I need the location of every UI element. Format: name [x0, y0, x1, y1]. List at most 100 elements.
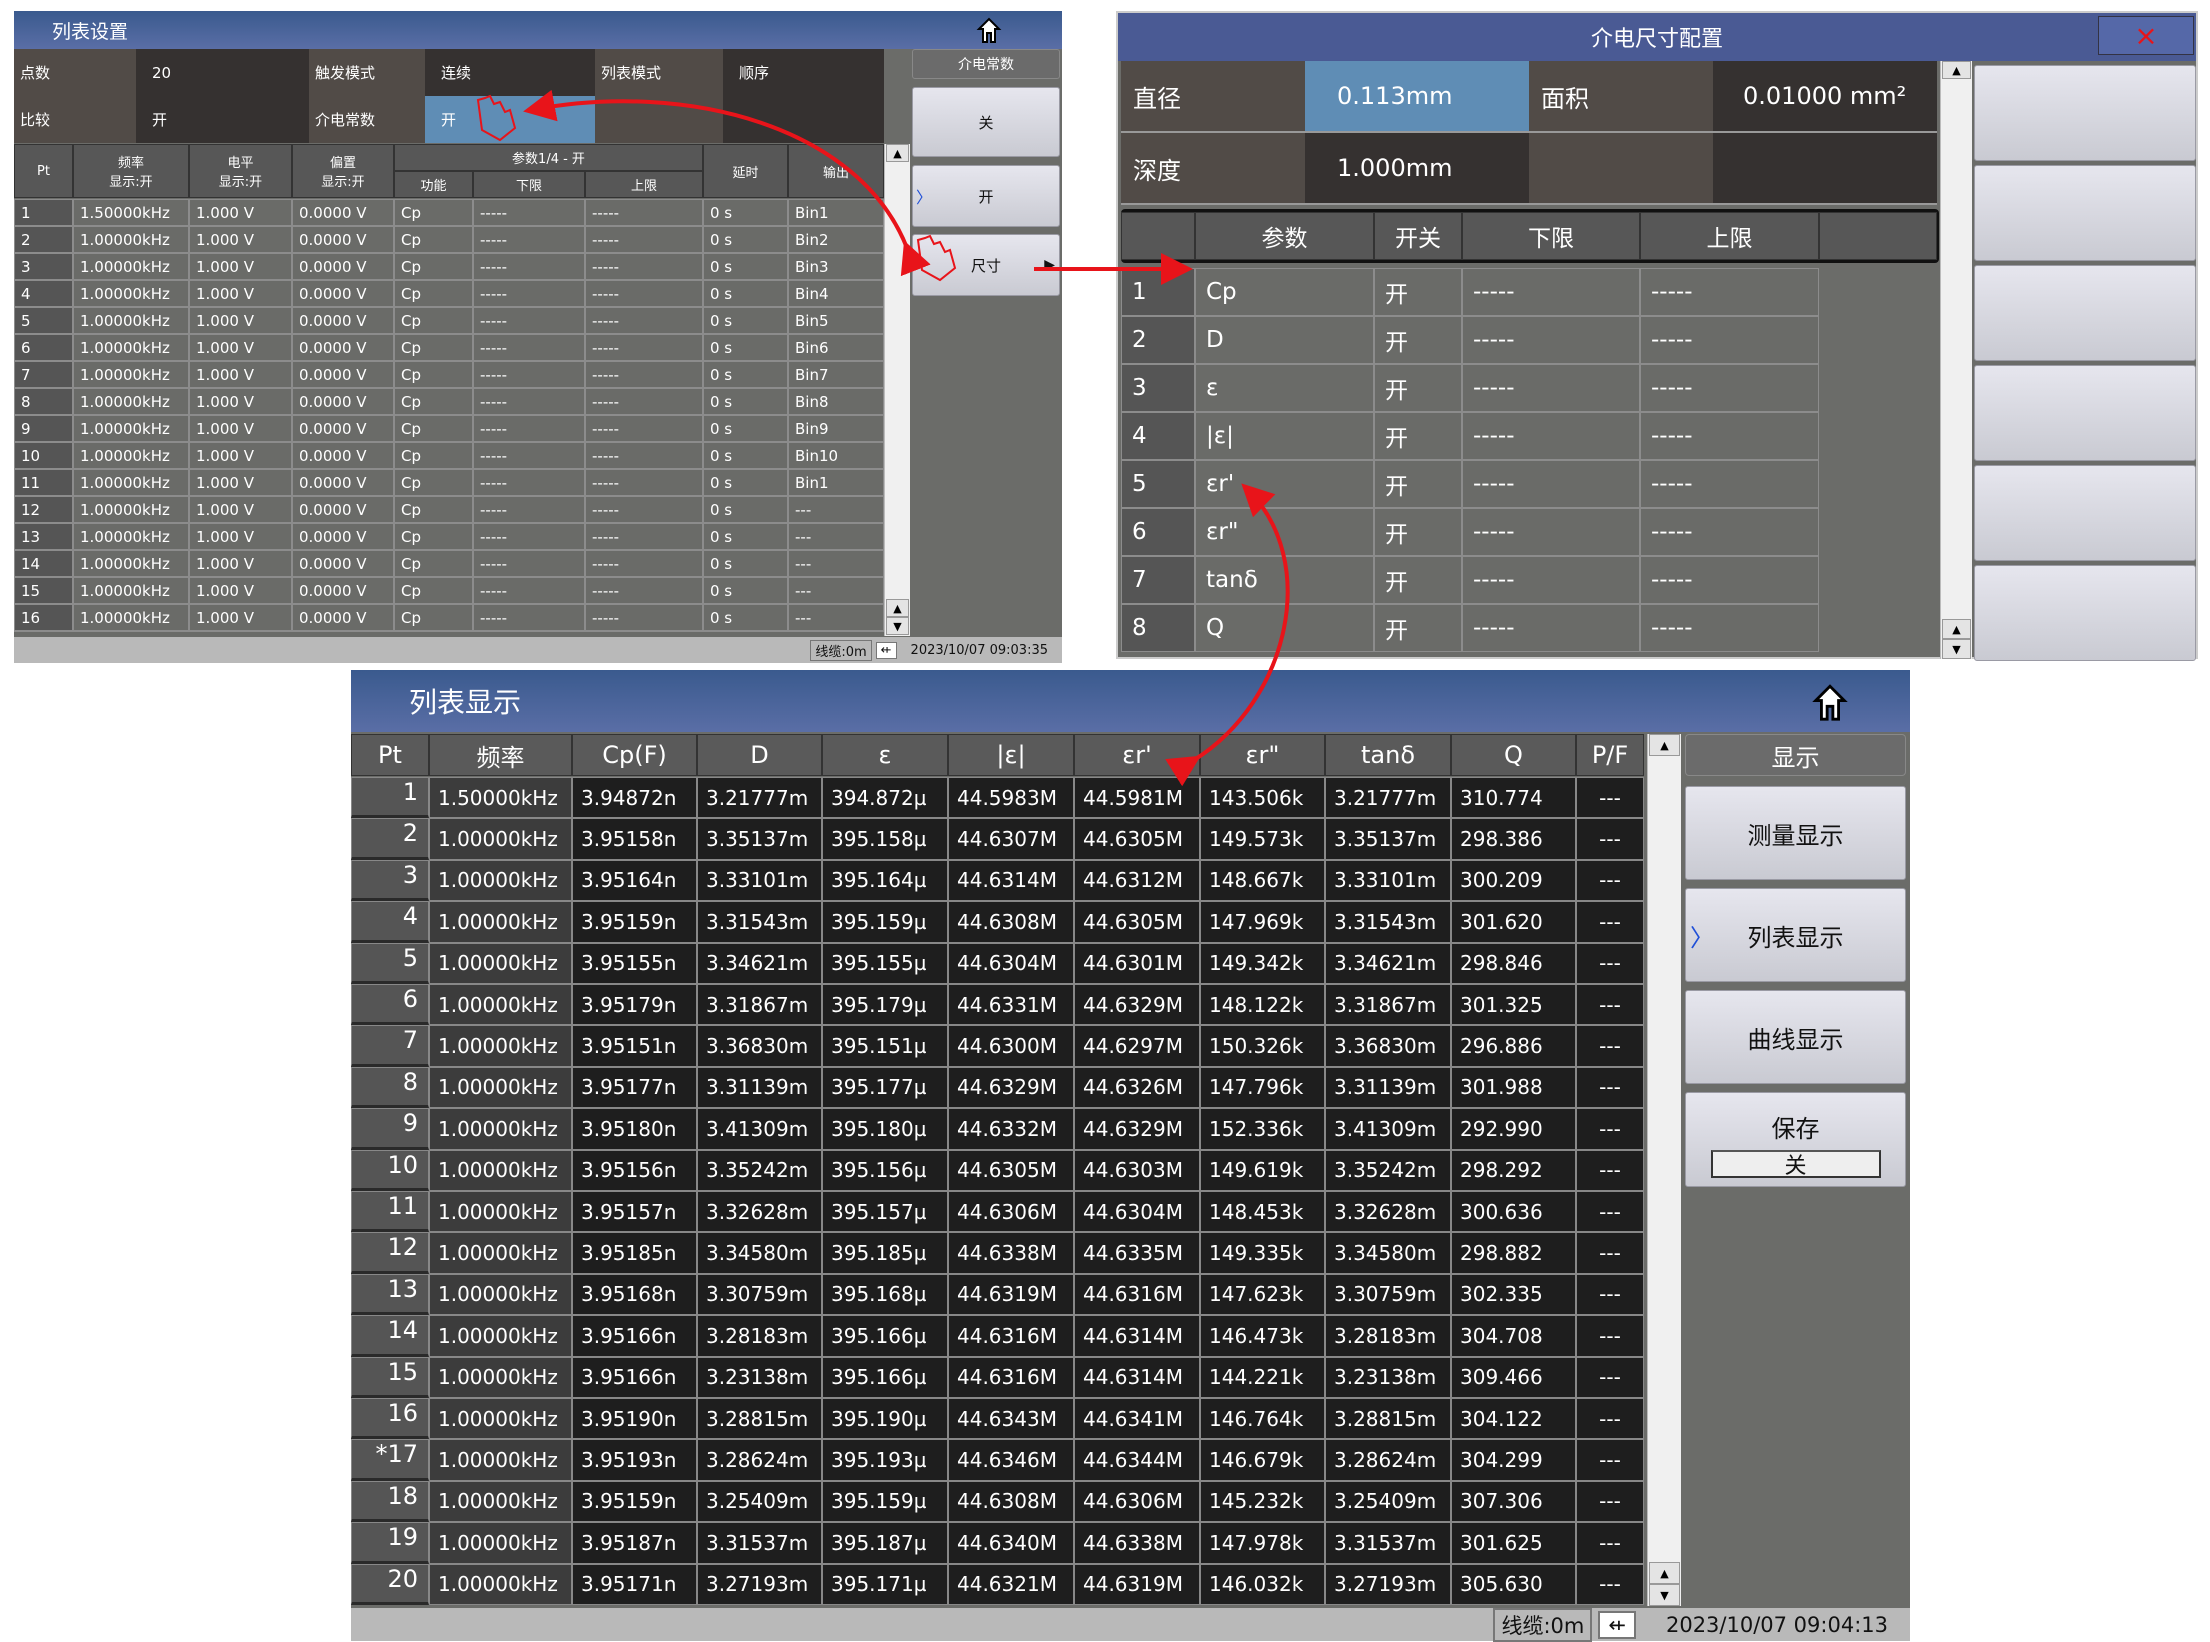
table-cell[interactable]: ----- — [585, 307, 703, 334]
table-cell[interactable]: 0.0000 V — [292, 226, 394, 253]
table-cell[interactable]: Cp — [394, 577, 473, 604]
table-cell[interactable]: 3.41309m — [1325, 1108, 1451, 1150]
table-cell[interactable]: ----- — [1462, 412, 1640, 460]
table-cell[interactable]: 3.30759m — [697, 1273, 822, 1316]
table-cell[interactable]: 147.623k — [1200, 1273, 1325, 1316]
table-cell[interactable]: Bin4 — [788, 280, 884, 307]
table-cell[interactable]: 148.122k — [1200, 984, 1325, 1026]
table-cell[interactable]: 3.31537m — [697, 1522, 822, 1564]
table-cell[interactable]: --- — [788, 577, 884, 604]
table-cell[interactable]: ----- — [1462, 604, 1640, 652]
table-cell[interactable]: 1.000 V — [189, 415, 292, 442]
table-cell[interactable]: --- — [1576, 1191, 1644, 1233]
side-button-0[interactable]: 关 — [912, 87, 1060, 157]
table-cell[interactable]: 44.6326M — [1074, 1066, 1200, 1109]
table-cell[interactable]: 3.31867m — [697, 984, 822, 1026]
table-cell[interactable]: 1.00000kHz — [429, 1273, 572, 1316]
table-cell[interactable]: Cp — [394, 604, 473, 631]
table-cell[interactable]: 1.00000kHz — [73, 280, 189, 307]
table-cell[interactable]: ----- — [585, 361, 703, 388]
table-cell[interactable]: 395.158µ — [822, 818, 948, 860]
param-value[interactable]: 顺序 — [723, 49, 884, 96]
table-cell[interactable]: 152.336k — [1200, 1108, 1325, 1150]
table-cell[interactable]: Cp — [394, 334, 473, 361]
table-cell[interactable]: 310.774 — [1451, 777, 1576, 819]
side-button-2[interactable]: 曲线显示 — [1685, 990, 1906, 1084]
table-cell[interactable]: 3.34580m — [1325, 1232, 1451, 1274]
table-cell[interactable]: 3.28815m — [697, 1398, 822, 1440]
table-cell[interactable]: ----- — [473, 496, 585, 523]
table-cell[interactable]: 1.00000kHz — [73, 388, 189, 415]
table-cell[interactable]: --- — [1576, 1232, 1644, 1274]
table-cell[interactable]: 1.000 V — [189, 361, 292, 388]
table-cell[interactable]: 开 — [1374, 556, 1462, 604]
table-cell[interactable]: 44.6304M — [1074, 1191, 1200, 1233]
side-button-2[interactable]: 尺寸 ▶ — [912, 234, 1060, 296]
table-cell[interactable]: 3.25409m — [1325, 1480, 1451, 1523]
table-cell[interactable]: 1.00000kHz — [73, 496, 189, 523]
table-cell[interactable]: 44.6316M — [948, 1356, 1074, 1398]
table-cell[interactable]: Cp — [1195, 268, 1374, 316]
table-cell[interactable]: 0 s — [703, 604, 788, 631]
table-cell[interactable]: 0 s — [703, 361, 788, 388]
table-cell[interactable]: 0 s — [703, 469, 788, 496]
table-cell[interactable]: 44.6303M — [1074, 1149, 1200, 1191]
table-cell[interactable]: ----- — [1462, 556, 1640, 604]
param-value[interactable]: 1.000mm — [1305, 133, 1529, 205]
table-cell[interactable]: 395.177µ — [822, 1066, 948, 1109]
table-cell[interactable]: 3.95166n — [572, 1356, 697, 1398]
table-cell[interactable]: 44.6300M — [948, 1025, 1074, 1067]
table-cell[interactable]: 3.95158n — [572, 818, 697, 860]
side-button-1[interactable]: 列表显示 〉 — [1685, 888, 1906, 982]
table-cell[interactable]: |ε| — [1195, 412, 1374, 460]
table-cell[interactable]: 1.000 V — [189, 226, 292, 253]
table-cell[interactable]: 44.6306M — [948, 1191, 1074, 1233]
table-cell[interactable]: --- — [1576, 1108, 1644, 1150]
table-cell[interactable]: ----- — [473, 415, 585, 442]
table-cell[interactable]: 1.000 V — [189, 307, 292, 334]
table-cell[interactable]: 3.23138m — [697, 1356, 822, 1398]
table-cell[interactable]: 1.00000kHz — [73, 550, 189, 577]
table-cell[interactable]: 395.164µ — [822, 859, 948, 902]
table-cell[interactable]: 0 s — [703, 523, 788, 550]
table-cell[interactable]: ----- — [1640, 604, 1819, 652]
param-value[interactable]: 开 — [136, 96, 309, 143]
table-cell[interactable]: 145.232k — [1200, 1480, 1325, 1523]
table-cell[interactable]: 44.6335M — [1074, 1232, 1200, 1274]
table-cell[interactable]: 3.33101m — [697, 859, 822, 902]
table-cell[interactable]: 1.000 V — [189, 280, 292, 307]
table-cell[interactable]: Bin5 — [788, 307, 884, 334]
table-cell[interactable]: 147.796k — [1200, 1066, 1325, 1109]
table-cell[interactable]: ----- — [585, 469, 703, 496]
table-cell[interactable]: --- — [1576, 1273, 1644, 1316]
table-cell[interactable]: 44.6344M — [1074, 1439, 1200, 1481]
table-cell[interactable]: 1.00000kHz — [73, 469, 189, 496]
table-cell[interactable]: 0.0000 V — [292, 361, 394, 388]
table-cell[interactable]: 0.0000 V — [292, 550, 394, 577]
table-cell[interactable]: --- — [788, 550, 884, 577]
table-cell[interactable]: Cp — [394, 523, 473, 550]
table-cell[interactable]: 301.988 — [1451, 1066, 1576, 1109]
table-cell[interactable]: 301.625 — [1451, 1522, 1576, 1564]
table-cell[interactable]: 1.00000kHz — [429, 859, 572, 902]
table-cell[interactable]: 395.151µ — [822, 1025, 948, 1067]
table-cell[interactable]: 3.95171n — [572, 1563, 697, 1605]
table-cell[interactable]: 3.95164n — [572, 859, 697, 902]
table-cell[interactable]: ----- — [1640, 316, 1819, 364]
table-cell[interactable]: 1.00000kHz — [429, 1108, 572, 1150]
table-cell[interactable]: --- — [1576, 984, 1644, 1026]
table-cell[interactable]: Cp — [394, 280, 473, 307]
table-cell[interactable]: 302.335 — [1451, 1273, 1576, 1316]
table-cell[interactable]: 3.21777m — [1325, 777, 1451, 819]
table-cell[interactable]: ----- — [585, 334, 703, 361]
table-cell[interactable]: 44.6319M — [948, 1273, 1074, 1316]
table-cell[interactable]: 1.00000kHz — [73, 442, 189, 469]
table-cell[interactable]: Bin1 — [788, 469, 884, 496]
table-cell[interactable]: --- — [788, 604, 884, 631]
table-cell[interactable]: 1.000 V — [189, 334, 292, 361]
table-cell[interactable]: ----- — [1462, 460, 1640, 508]
table-cell[interactable]: 146.679k — [1200, 1439, 1325, 1481]
table-cell[interactable]: 395.159µ — [822, 901, 948, 943]
table-cell[interactable]: Cp — [394, 442, 473, 469]
table-cell[interactable]: 395.179µ — [822, 984, 948, 1026]
